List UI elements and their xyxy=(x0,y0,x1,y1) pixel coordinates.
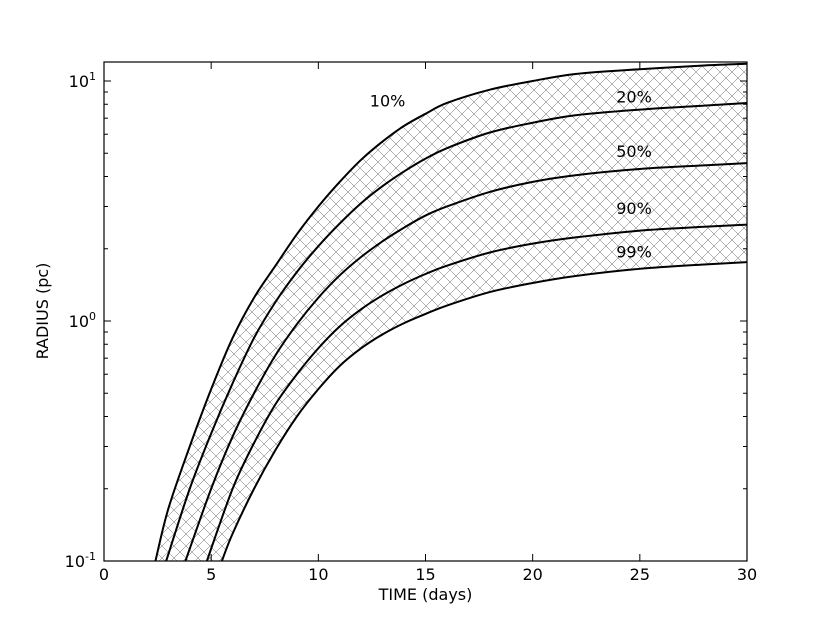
y-tick-label: 101 xyxy=(69,70,96,91)
curve-label-90pct: 90% xyxy=(616,199,652,218)
x-tick-label: 10 xyxy=(308,565,328,584)
series-line-20pct xyxy=(165,101,747,561)
x-tick-label: 25 xyxy=(630,565,650,584)
x-tick-label: 0 xyxy=(99,565,109,584)
x-tick-label: 5 xyxy=(206,565,216,584)
x-axis-title: TIME (days) xyxy=(378,585,473,604)
hatched-region xyxy=(155,63,747,561)
hatched-area xyxy=(155,63,747,561)
curve-label-20pct: 20% xyxy=(616,88,652,107)
series-line-99pct xyxy=(220,261,747,561)
curve-label-10pct: 10% xyxy=(370,91,406,110)
series-line-10pct xyxy=(154,62,747,561)
y-tick-label: 10-1 xyxy=(65,550,96,571)
tick-labels: 0 5 10 15 20 25 30 10-1 100 101 xyxy=(65,70,758,584)
curve-labels: 10% 20% 50% 90% 99% xyxy=(370,88,652,262)
y-axis-title: RADIUS (pc) xyxy=(33,263,52,360)
series-lines xyxy=(154,62,747,561)
x-tick-label: 15 xyxy=(415,565,435,584)
y-tick-label: 100 xyxy=(69,310,96,331)
axis-ticks xyxy=(103,62,748,562)
curve-label-50pct: 50% xyxy=(616,142,652,161)
series-line-90pct xyxy=(205,223,747,561)
curve-label-99pct: 99% xyxy=(616,242,652,261)
x-tick-label: 20 xyxy=(522,565,542,584)
series-line-50pct xyxy=(184,162,747,561)
x-tick-label: 30 xyxy=(737,565,757,584)
